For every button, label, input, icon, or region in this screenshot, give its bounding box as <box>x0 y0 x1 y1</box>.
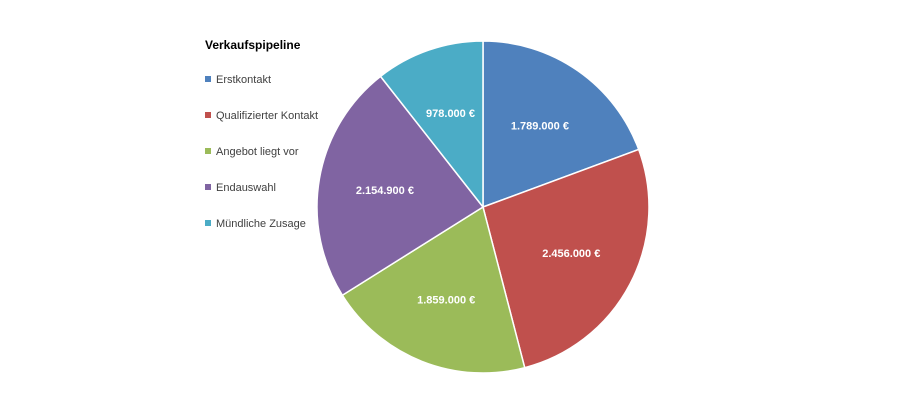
pie-slice-qualifizierter-kontakt <box>482 148 650 369</box>
legend-swatch-muendliche-zusage <box>205 220 211 226</box>
legend-label-muendliche-zusage: Mündliche Zusage <box>216 218 306 230</box>
legend-label-angebot-liegt-vor: Angebot liegt vor <box>216 146 299 158</box>
data-label-erstkontakt: 1.789.000 € <box>511 120 569 132</box>
legend-label-erstkontakt: Erstkontakt <box>216 74 271 86</box>
data-label-muendliche-zusage: 978.000 € <box>426 108 475 120</box>
legend-swatch-angebot-liegt-vor <box>205 148 211 154</box>
data-label-endauswahl: 2.154.900 € <box>356 185 414 197</box>
data-label-qualifizierter-kontakt: 2.456.000 € <box>542 248 600 260</box>
pie-slice-muendliche-zusage <box>379 40 484 210</box>
legend-swatch-qualifizierter-kontakt <box>205 112 211 118</box>
legend-label-qualifizierter-kontakt: Qualifizierter Kontakt <box>216 110 318 122</box>
legend-swatch-endauswahl <box>205 184 211 190</box>
data-label-angebot-liegt-vor: 1.859.000 € <box>417 295 475 307</box>
pie-slice-angebot-liegt-vor <box>341 205 526 374</box>
pie-data-labels: 1.789.000 € 2.456.000 € 1.859.000 € 2.154.9… <box>356 108 601 307</box>
chart-legend: Verkaufspipeline Erstkontakt Qualifiziert… <box>205 38 318 230</box>
legend-label-endauswahl: Endauswahl <box>216 182 276 194</box>
pie-slices <box>316 40 650 374</box>
chart-title: Verkaufspipeline <box>205 38 301 52</box>
pie-slice-erstkontakt <box>482 40 640 209</box>
pie-slice-endauswahl <box>316 75 485 297</box>
legend-swatch-erstkontakt <box>205 76 211 82</box>
